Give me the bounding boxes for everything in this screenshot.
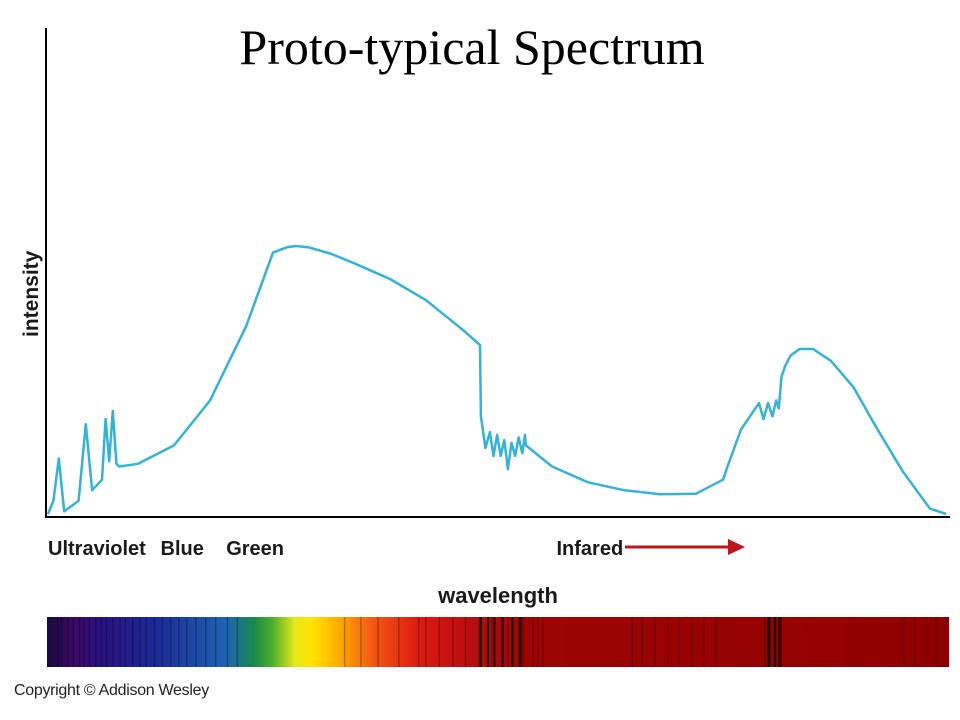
band-label-infared: Infared	[557, 538, 624, 560]
band-labels: Ultraviolet Blue Green Infared	[48, 538, 623, 560]
y-axis-label: intensity	[20, 250, 43, 337]
spectrum-gradient	[47, 617, 949, 667]
spectrum-curve	[46, 244, 947, 516]
band-label-ultraviolet: Ultraviolet	[48, 538, 146, 560]
band-label-blue: Blue	[161, 538, 204, 560]
infrared-arrow	[625, 539, 745, 555]
chart-title: Proto-typical Spectrum	[239, 19, 705, 75]
spectrum-bar	[47, 617, 949, 667]
x-axis-label: wavelength	[437, 583, 558, 608]
copyright-notice: Copyright © Addison Wesley	[14, 682, 209, 699]
band-label-green: Green	[226, 538, 284, 560]
